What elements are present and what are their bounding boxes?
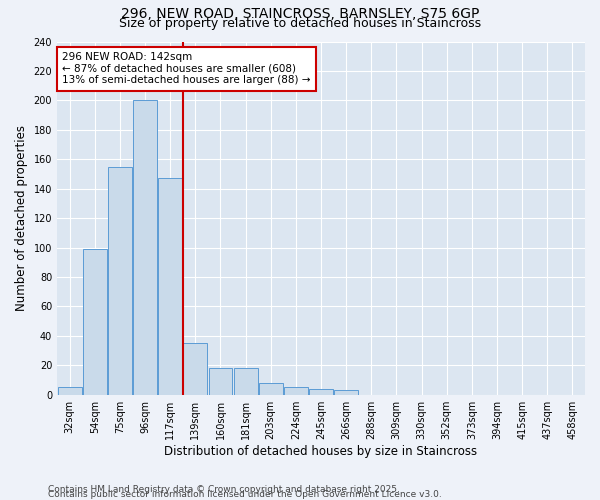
Bar: [284, 388, 308, 394]
Text: 296, NEW ROAD, STAINCROSS, BARNSLEY, S75 6GP: 296, NEW ROAD, STAINCROSS, BARNSLEY, S75…: [121, 8, 479, 22]
Bar: [108, 166, 132, 394]
Bar: [334, 390, 358, 394]
Text: Contains public sector information licensed under the Open Government Licence v3: Contains public sector information licen…: [48, 490, 442, 499]
Text: 296 NEW ROAD: 142sqm
← 87% of detached houses are smaller (608)
13% of semi-deta: 296 NEW ROAD: 142sqm ← 87% of detached h…: [62, 52, 311, 86]
Bar: [233, 368, 257, 394]
Bar: [184, 343, 207, 394]
X-axis label: Distribution of detached houses by size in Staincross: Distribution of detached houses by size …: [164, 444, 478, 458]
Bar: [158, 178, 182, 394]
Text: Contains HM Land Registry data © Crown copyright and database right 2025.: Contains HM Land Registry data © Crown c…: [48, 484, 400, 494]
Bar: [83, 249, 107, 394]
Bar: [209, 368, 232, 394]
Y-axis label: Number of detached properties: Number of detached properties: [15, 125, 28, 311]
Bar: [58, 388, 82, 394]
Bar: [259, 383, 283, 394]
Text: Size of property relative to detached houses in Staincross: Size of property relative to detached ho…: [119, 16, 481, 30]
Bar: [133, 100, 157, 395]
Bar: [309, 389, 333, 394]
